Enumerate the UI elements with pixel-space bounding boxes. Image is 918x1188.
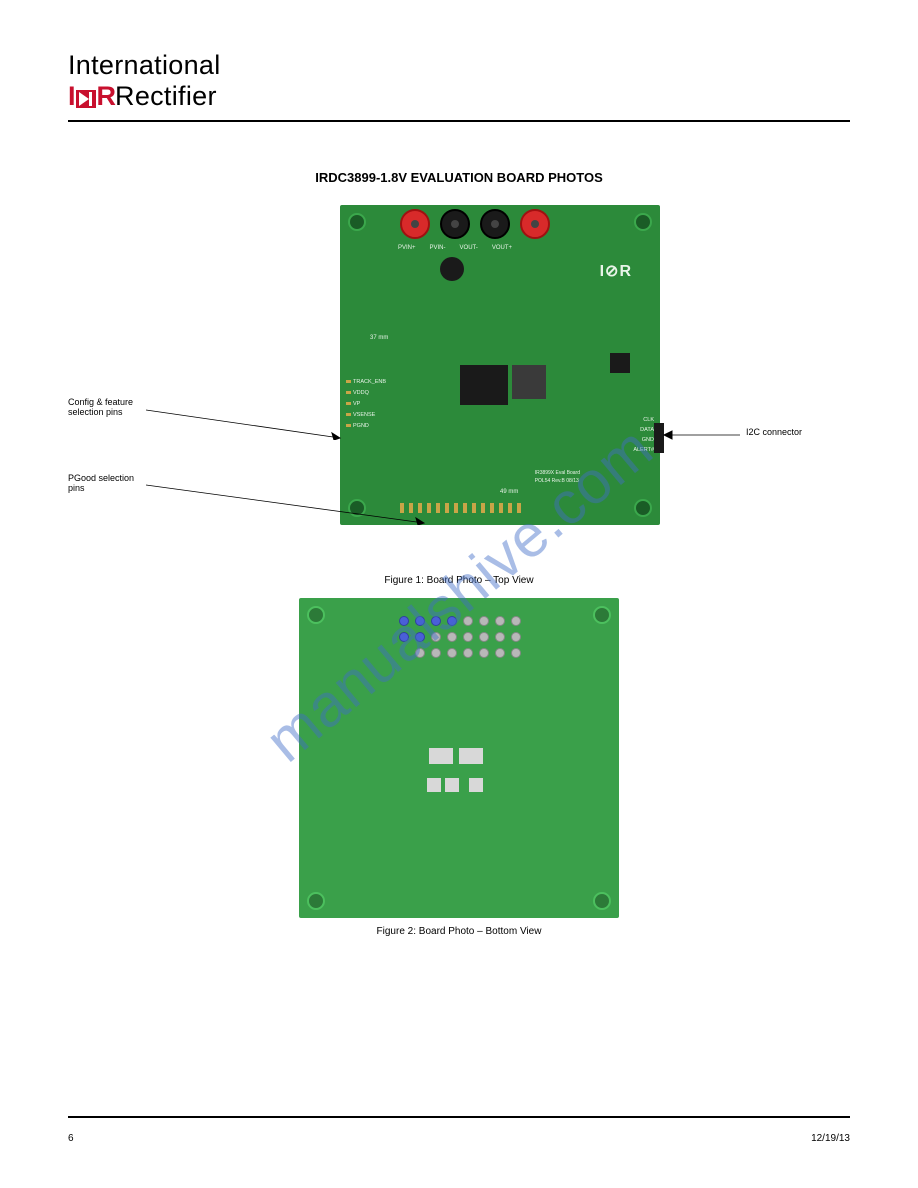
diode-icon (76, 90, 96, 108)
terminal-vout-minus (480, 209, 510, 239)
main-ic (460, 365, 508, 405)
mounting-hole (307, 606, 325, 624)
figure-1-caption: Figure 1: Board Photo – Top View (68, 575, 850, 586)
inductor (512, 365, 546, 399)
pad-2 (459, 748, 483, 764)
figure-2-caption: Figure 2: Board Photo – Bottom View (68, 926, 850, 937)
pad-3 (427, 778, 441, 792)
small-ic (610, 353, 630, 373)
dim-width: 37 mm (370, 335, 388, 341)
divider-top (68, 120, 850, 122)
pcb-bottom-view (299, 598, 619, 918)
right-pin-labels: CLK DATA GND ALERT# (633, 415, 654, 455)
logo-line1: International (68, 50, 850, 81)
ior-mark: I R (68, 81, 115, 112)
mounting-hole (307, 892, 325, 910)
via-row-2 (399, 632, 521, 642)
page-number: 6 (68, 1133, 74, 1144)
arrow-label-left1: Config & feature selection pins (68, 397, 148, 417)
pad-5 (469, 778, 483, 792)
pad-4 (445, 778, 459, 792)
figure-1-wrap: PVIN+ PVIN- VOUT- VOUT+ I⊘R TRACK_ENB VD… (68, 205, 850, 575)
mounting-hole (634, 499, 652, 517)
left-pin-labels: TRACK_ENB VDDQ VP VSENSE PGND (346, 377, 386, 432)
page-footer: 6 12/19/13 (68, 1133, 850, 1144)
via-row-1 (399, 616, 521, 626)
board-silkscreen-text: IR3899X Eval Board POL54 Rev.B 08/13 (535, 469, 580, 485)
terminal-pvin-plus (400, 209, 430, 239)
arrow-label-left2: PGood selection pins (68, 473, 148, 493)
terminal-labels: PVIN+ PVIN- VOUT- VOUT+ (398, 245, 512, 251)
mounting-hole (593, 606, 611, 624)
mounting-hole (593, 892, 611, 910)
via-row-3 (415, 648, 521, 658)
electrolytic-cap (440, 257, 464, 281)
terminal-pvin-minus (440, 209, 470, 239)
terminal-vout-plus (520, 209, 550, 239)
logo-rectifier: Rectifier (115, 81, 217, 112)
company-logo: International I R Rectifier (68, 50, 850, 112)
arrow-right-1 (662, 427, 742, 447)
arrow-left-1 (146, 380, 342, 440)
arrow-left-2 (146, 455, 426, 525)
mounting-hole (634, 213, 652, 231)
section-title: IRDC3899-1.8V EVALUATION BOARD PHOTOS (68, 170, 850, 185)
binding-posts (400, 209, 550, 239)
footer-date: 12/19/13 (811, 1133, 850, 1144)
ir-board-logo: I⊘R (600, 261, 632, 281)
divider-bottom (68, 1116, 850, 1118)
arrow-label-right1: I2C connector (746, 427, 802, 437)
pad-1 (429, 748, 453, 764)
mounting-hole (348, 213, 366, 231)
dim-height: 49 mm (500, 489, 518, 495)
